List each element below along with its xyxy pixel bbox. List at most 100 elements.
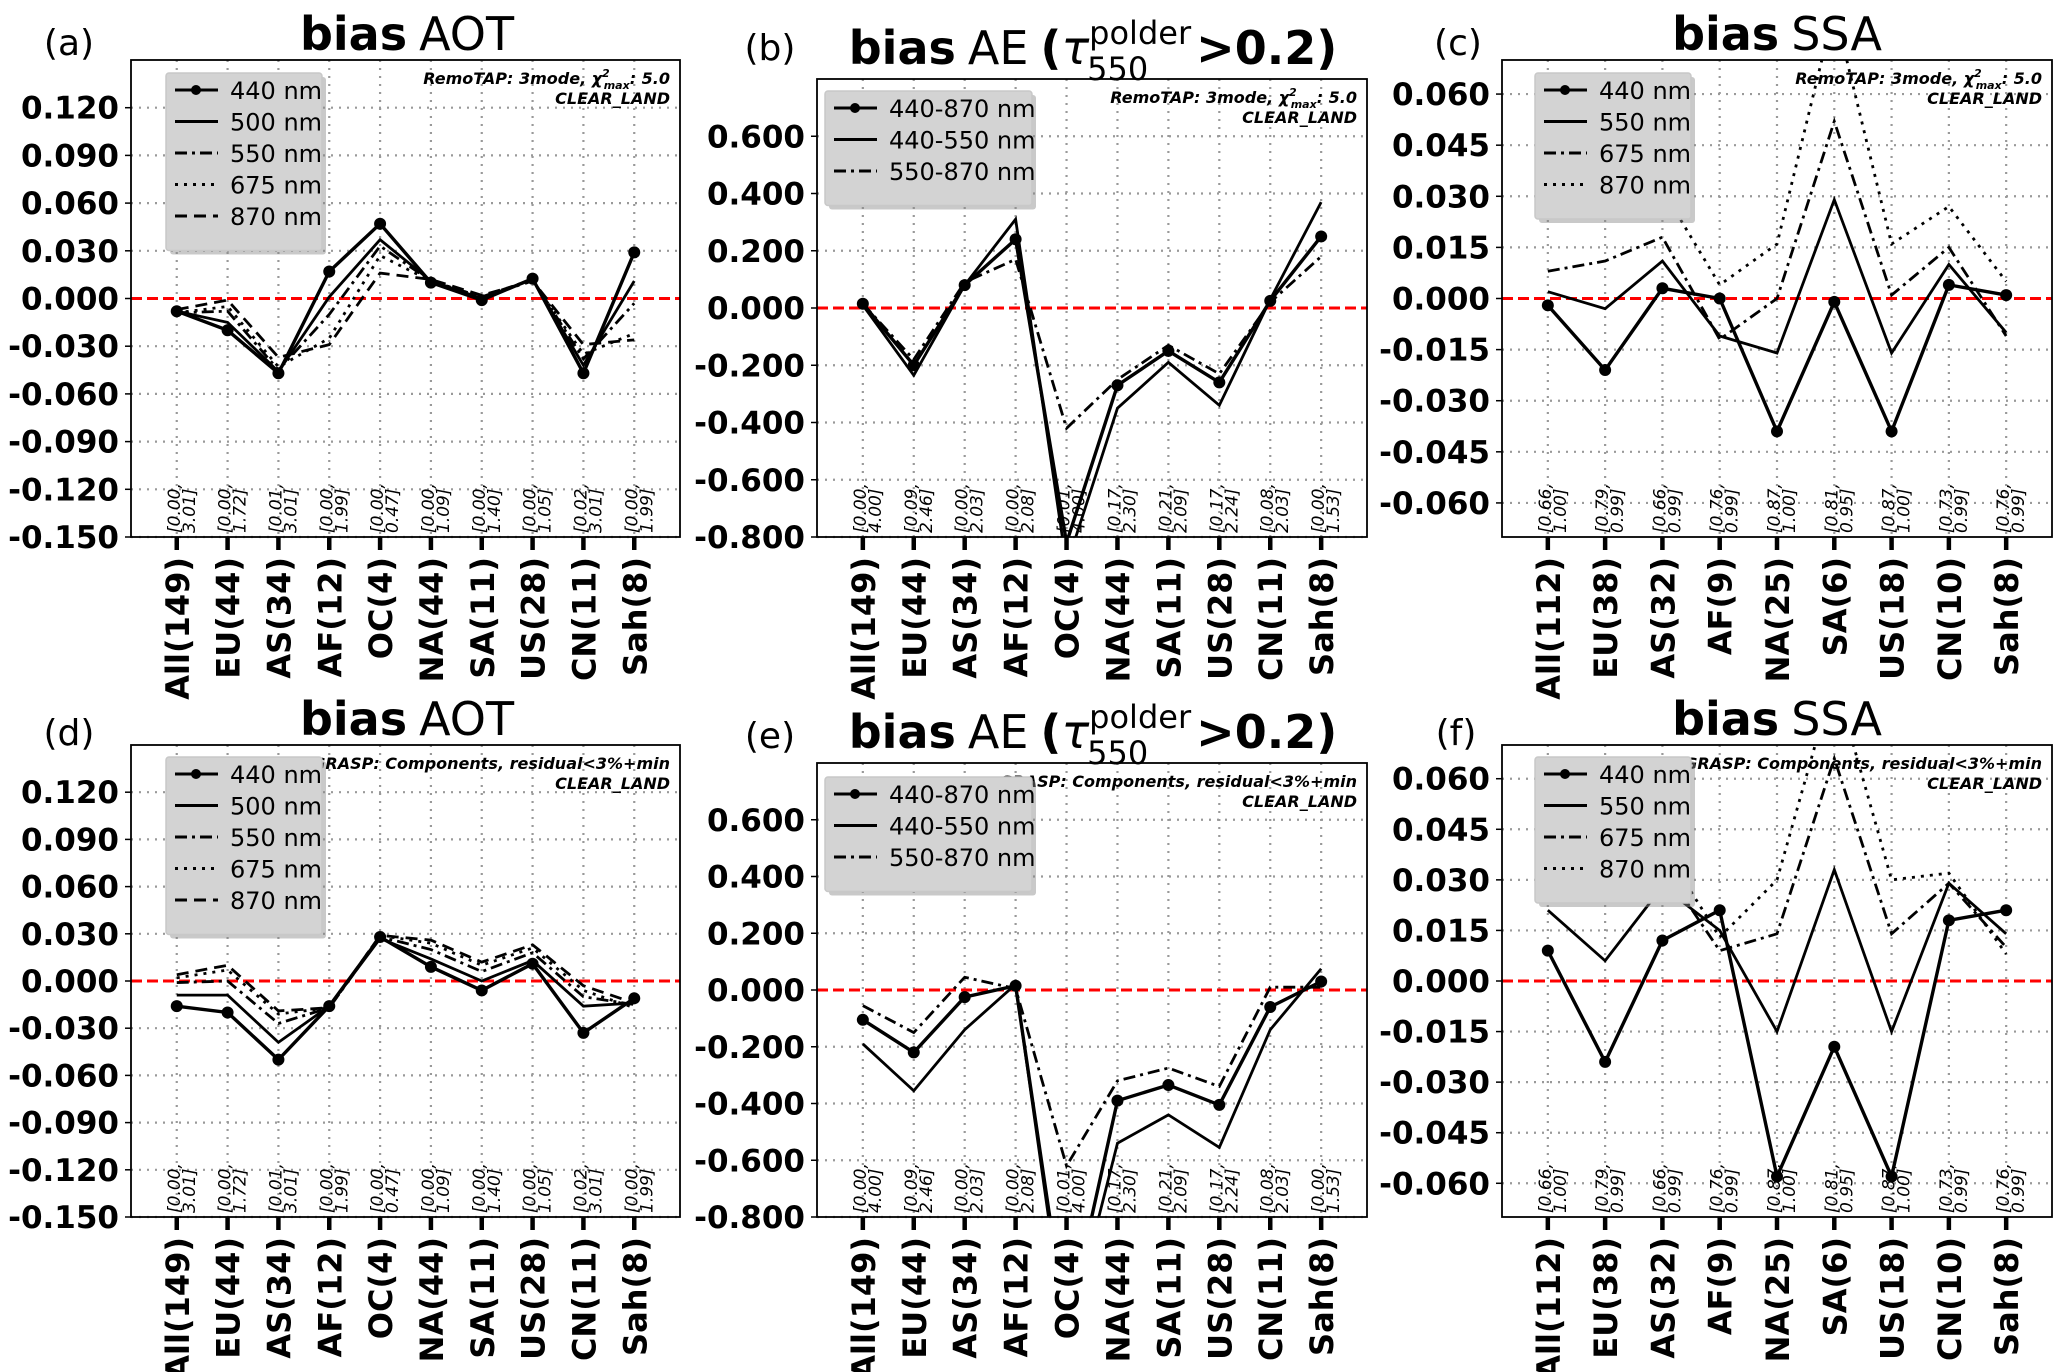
range-label: [0.00,: [521, 483, 541, 533]
x-tick-label: AS(32): [1644, 557, 1682, 679]
legend-label: 440 nm: [230, 761, 322, 789]
data-point: [907, 1046, 920, 1059]
panel-label: (a): [44, 23, 94, 64]
range-label: 4.00]: [866, 1169, 886, 1213]
x-tick-label: AS(34): [947, 557, 985, 679]
series-line-550-870-nm: [861, 255, 1323, 431]
legend-label: 675 nm: [1599, 140, 1691, 168]
data-point: [2000, 904, 2013, 917]
title-bold: bias: [300, 7, 407, 61]
series-line-870-nm: [1547, 60, 2008, 287]
range-label: 1.05]: [536, 1169, 556, 1213]
range-label: 3.01]: [180, 489, 200, 533]
y-tick-label: 0.000: [707, 291, 805, 327]
range-label: [0.00,: [368, 1163, 388, 1213]
legend-marker: [850, 103, 860, 113]
range-label: [0.09,: [902, 1163, 922, 1213]
range-label: 0.99]: [1665, 1169, 1685, 1213]
annotation-text: RemoTAP: 3mode, χ: [423, 69, 604, 88]
range-label: [0.00,: [622, 483, 642, 533]
series-line-500-nm: [176, 936, 635, 1045]
retrieval-annotation: RemoTAP: 3mode, χ2 max: 5.0: [1795, 67, 2042, 92]
range-label: 3.01]: [180, 1169, 200, 1213]
y-tick-label: 0.200: [707, 916, 805, 952]
y-tick-label: -0.120: [8, 1153, 119, 1189]
data-point: [1942, 914, 1955, 927]
title-superscript: polder: [1089, 14, 1192, 52]
x-tick-label: All(149): [159, 557, 197, 700]
x-tick-label: US(28): [515, 557, 553, 680]
title-tau: τ: [1061, 21, 1089, 75]
range-label: [0.66,: [1650, 1163, 1670, 1213]
range-label: 4.00]: [866, 489, 886, 533]
data-point: [323, 265, 336, 278]
range-label: 0.99]: [2009, 1169, 2029, 1213]
y-tick-label: 0.060: [21, 870, 119, 906]
range-label: [0.66,: [1536, 1163, 1556, 1213]
range-label: [0.08,: [1258, 1163, 1278, 1213]
legend: 440-870 nm 440-550 nm 550-870 nm: [824, 90, 1036, 210]
series-line-550-nm: [176, 935, 635, 1026]
data-point: [272, 1053, 285, 1066]
range-label: 2.08]: [1019, 1169, 1039, 1213]
x-tick-label: EU(44): [896, 1237, 934, 1359]
range-label: 2.30]: [1120, 489, 1140, 533]
title-bold: bias: [1672, 692, 1779, 746]
y-tick-label: 0.120: [21, 775, 119, 811]
range-label: [0.08,: [1258, 483, 1278, 533]
x-tick-label: All(149): [159, 1237, 197, 1372]
series-group: [1541, 745, 2013, 1183]
x-tick-label: SA(6): [1816, 557, 1854, 656]
x-tick-label: Sah(8): [616, 557, 654, 676]
legend-label: 440-870 nm: [889, 781, 1036, 809]
range-label: [0.66,: [1536, 483, 1556, 533]
series-line-440-550-nm: [861, 201, 1323, 537]
data-point: [1599, 1055, 1612, 1068]
range-label: [0.00,: [1004, 1163, 1024, 1213]
legend-marker: [1560, 85, 1570, 95]
x-tick-label: SA(11): [464, 557, 502, 679]
range-label: [0.79,: [1593, 1163, 1613, 1213]
legend-label: 440-870 nm: [889, 95, 1036, 123]
y-tick-label: 0.015: [1392, 230, 1490, 266]
panel-label: (f): [1436, 713, 1477, 754]
title-variable: AE: [968, 21, 1029, 75]
scene-annotation: CLEAR_LAND: [555, 89, 670, 108]
title-variable: AOT: [419, 7, 515, 61]
x-tick-label: AF(9): [1702, 1237, 1740, 1335]
data-point: [1213, 1098, 1226, 1111]
scene-annotation: CLEAR_LAND: [1927, 774, 2042, 793]
legend-label: 440-550 nm: [889, 127, 1036, 155]
range-label: 2.03]: [968, 1169, 988, 1213]
y-tick-label: -0.600: [694, 1143, 805, 1179]
title-paren: (: [1040, 21, 1061, 75]
y-tick-label: 0.045: [1392, 812, 1490, 848]
range-label: 3.01]: [281, 489, 301, 533]
y-tick-label: -0.090: [8, 425, 119, 461]
range-label: 2.46]: [917, 489, 937, 533]
legend-label: 550-870 nm: [889, 844, 1036, 872]
retrieval-annotation: GRASP: Components, residual<3%+min: [1684, 754, 2042, 773]
range-label: 1.00]: [1551, 489, 1571, 533]
panel-c: [0.66,1.00] [0.79,0.99] [0.66,0.99] [0.76,0…: [1379, 7, 2053, 700]
data-point: [170, 1000, 183, 1013]
y-tick-label: -0.200: [694, 1030, 805, 1066]
title-variable: SSA: [1791, 692, 1882, 746]
y-tick-label: -0.015: [1379, 1015, 1490, 1051]
x-tick-label: NA(25): [1759, 557, 1797, 682]
range-label: 2.03]: [1273, 489, 1293, 533]
legend-label: 440 nm: [1599, 761, 1691, 789]
legend-box: [1534, 756, 1692, 904]
data-point: [628, 246, 641, 259]
data-point: [1599, 364, 1612, 377]
x-tick-label: AS(32): [1644, 1237, 1682, 1359]
scene-annotation: CLEAR_LAND: [1242, 792, 1357, 811]
series-group: [856, 967, 1328, 1217]
y-tick-label: 0.400: [707, 177, 805, 213]
legend-label: 440 nm: [1599, 77, 1691, 105]
range-label: [0.00,: [470, 1163, 490, 1213]
y-tick-label: -0.800: [694, 1200, 805, 1236]
range-label: [0.76,: [1708, 483, 1728, 533]
x-tick-label: NA(44): [413, 557, 451, 682]
range-label: [0.00,: [165, 483, 185, 533]
